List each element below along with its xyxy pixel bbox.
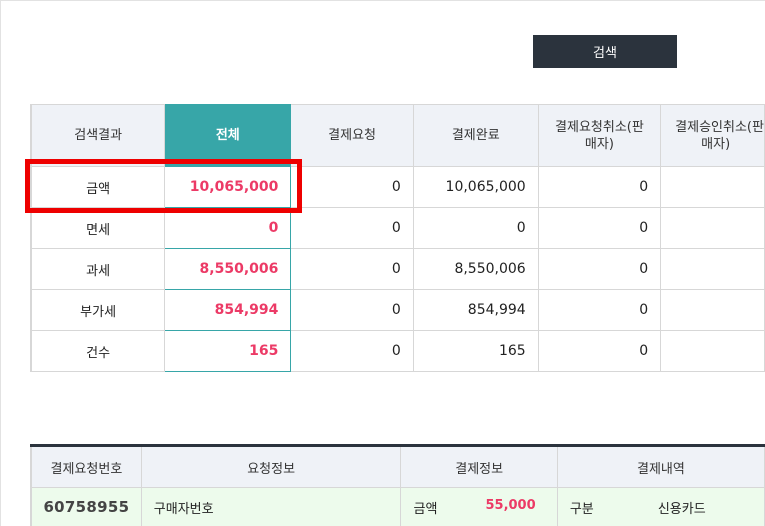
row-label: 부가세 [30,289,166,331]
tab-payment-completed[interactable]: 결제완료 [412,104,539,167]
value-all: 10,065,000 [164,166,292,208]
summary-row-tax-free: 면세 0 0 0 0 [30,207,765,249]
summary-row-count: 건수 165 0 165 0 [30,330,765,372]
value-request-cancel: 0 [537,166,662,208]
value-completed: 10,065,000 [412,166,539,208]
value-completed: 8,550,006 [412,248,539,290]
row-label: 면세 [30,207,166,249]
value-request-cancel: 0 [537,248,662,290]
request-number[interactable]: 60758955 [29,487,142,526]
header-payment-info: 결제정보 [400,445,558,488]
summary-row-taxable: 과세 8,550,006 0 8,550,006 0 [30,248,765,290]
row-label: 금액 [30,166,166,208]
payment-info-cell: 금액 55,000 [400,487,558,526]
value-requested: 0 [290,248,414,290]
search-summary-table: 검색결과 전체 결제요청 결제완료 결제요청취소(판 매자) 결제승인취소(판 매자… [30,104,765,372]
header-payment-history: 결제내역 [556,445,765,488]
header-line: 결제승인취소(판 [675,119,764,135]
payment-history-cell: 구분 신용카드 [556,487,765,526]
payment-detail-table: 결제요청번호 요청정보 결제정보 결제내역 60758955 구매자번호 금액 … [29,444,765,526]
amount-value: 55,000 [485,498,536,513]
value-request-cancel: 0 [537,207,662,249]
tab-payment-requested[interactable]: 결제요청 [290,104,414,167]
value-request-cancel: 0 [537,330,662,372]
summary-header-row: 검색결과 전체 결제요청 결제완료 결제요청취소(판 매자) 결제승인취소(판 매자… [30,104,765,167]
amount-label: 금액 [413,502,438,517]
tab-all[interactable]: 전체 [164,104,292,167]
summary-row-vat: 부가세 854,994 0 854,994 0 [30,289,765,331]
value-completed: 854,994 [412,289,539,331]
value-requested: 0 [290,166,414,208]
request-info-cell: 구매자번호 [140,487,402,526]
header-line: 매자) [584,136,614,152]
type-value: 신용카드 [657,502,706,517]
summary-row-amount: 금액 10,065,000 0 10,065,000 0 [30,166,765,208]
value-completed: 0 [412,207,539,249]
value-approval-cancel [660,330,765,372]
buyer-number-label: 구매자번호 [153,502,214,517]
type-label: 구분 [569,502,594,517]
tab-request-cancel-seller[interactable]: 결제요청취소(판 매자) [537,104,662,167]
row-label: 건수 [30,330,166,372]
value-all: 8,550,006 [164,248,292,290]
tab-approval-cancel-seller[interactable]: 결제승인취소(판 매자) [660,104,765,167]
value-completed: 165 [412,330,539,372]
search-button[interactable]: 검색 [533,35,677,68]
value-requested: 0 [290,289,414,331]
value-all: 854,994 [164,289,292,331]
value-approval-cancel [660,248,765,290]
detail-header-row: 결제요청번호 요청정보 결제정보 결제내역 [29,445,765,488]
value-approval-cancel [660,207,765,249]
header-request-info: 요청정보 [140,445,402,488]
detail-row: 60758955 구매자번호 금액 55,000 구분 신용카드 [29,487,765,526]
value-approval-cancel [660,289,765,331]
value-all: 0 [164,207,292,249]
header-line: 매자) [701,136,731,152]
value-requested: 0 [290,207,414,249]
value-requested: 0 [290,330,414,372]
header-line: 결제요청취소(판 [555,119,644,135]
header-search-result: 검색결과 [30,104,166,167]
header-request-number: 결제요청번호 [29,445,142,488]
row-label: 과세 [30,248,166,290]
value-all: 165 [164,330,292,372]
value-request-cancel: 0 [537,289,662,331]
value-approval-cancel [660,166,765,208]
